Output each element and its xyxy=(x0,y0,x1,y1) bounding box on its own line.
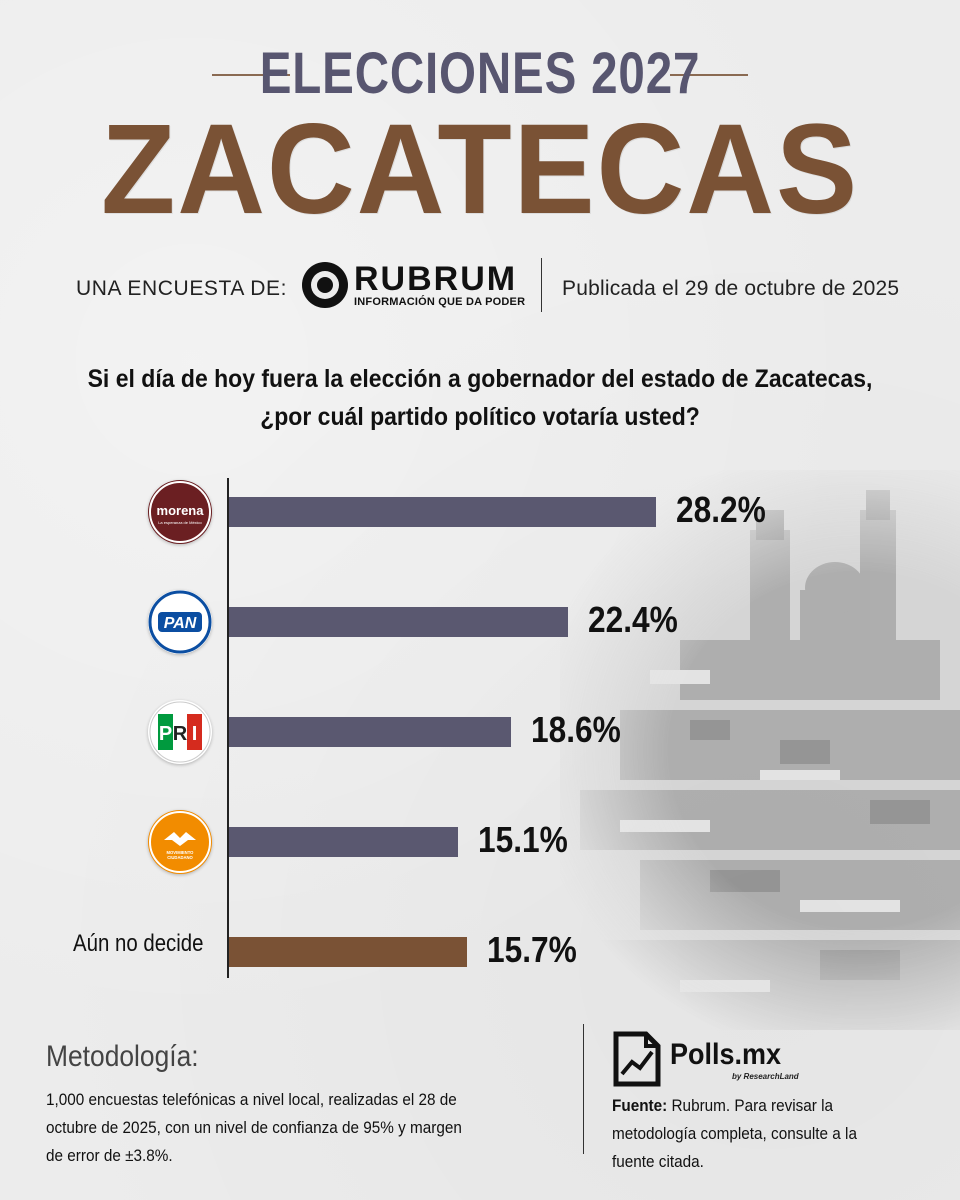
survey-by-label: UNA ENCUESTA DE: xyxy=(76,277,288,300)
value-label-5: 15.7% xyxy=(486,929,577,970)
chart-axis xyxy=(227,478,229,978)
svg-text:I: I xyxy=(192,723,198,745)
city-background-image xyxy=(560,470,960,1030)
svg-text:P: P xyxy=(159,723,172,745)
methodology-title: Metodología: xyxy=(46,1040,199,1073)
polls-mx-subtitle: by ResearchLand xyxy=(732,1072,799,1081)
question-line-1: Si el día de hoy fuera la elección a gob… xyxy=(87,365,873,393)
value-label-2: 22.4% xyxy=(588,599,679,640)
morena-logo-icon: morena La esperanza de México xyxy=(148,480,212,544)
published-date: Publicada el 29 de octubre de 2025 xyxy=(562,277,900,300)
survey-question: Si el día de hoy fuera la elección a gob… xyxy=(38,360,921,436)
bar-1 xyxy=(229,497,657,527)
svg-text:CIUDADANO: CIUDADANO xyxy=(167,855,193,860)
pan-logo-icon: PAN xyxy=(148,590,212,654)
header: ELECCIONES 2027 ZACATECAS UNA ENCUESTA D… xyxy=(0,0,960,320)
title-rule-right xyxy=(670,74,748,76)
bar-4 xyxy=(229,827,458,857)
title-rule-left xyxy=(212,74,290,76)
value-label-4: 15.1% xyxy=(477,819,568,860)
question-line-2: ¿por cuál partido político votaría usted… xyxy=(260,403,700,431)
svg-text:MOVIMIENTO: MOVIMIENTO xyxy=(167,850,195,855)
polls-chart-icon xyxy=(613,1031,661,1087)
rubrum-logo: RUBRUM INFORMACIÓN QUE DA PODER xyxy=(300,260,535,312)
methodology-text: 1,000 encuestas telefónicas a nivel loca… xyxy=(46,1090,462,1165)
supertitle: ELECCIONES 2027 xyxy=(259,41,701,106)
polls-mx-name: Polls.mx xyxy=(670,1038,782,1071)
polls-mx-logo: Polls.mx by ResearchLand xyxy=(612,1028,862,1092)
mc-logo-icon: MOVIMIENTO CIUDADANO xyxy=(148,810,212,874)
rubrum-circle-icon xyxy=(302,262,348,308)
source-label: Fuente: xyxy=(612,1096,668,1115)
rubrum-tagline: INFORMACIÓN QUE DA PODER xyxy=(354,296,526,308)
divider xyxy=(541,258,542,312)
rubrum-name: RUBRUM xyxy=(354,260,518,298)
svg-text:morena: morena xyxy=(157,503,205,518)
source-note: Fuente: Rubrum. Para revisar la metodolo… xyxy=(612,1092,882,1176)
svg-text:PAN: PAN xyxy=(164,615,197,632)
svg-text:La esperanza de México: La esperanza de México xyxy=(158,520,202,525)
bar-5 xyxy=(229,937,467,967)
source-text: Rubrum. Para revisar la metodología comp… xyxy=(612,1096,857,1171)
value-label-1: 28.2% xyxy=(676,489,767,530)
bar-chart: morena La esperanza de México PAN P R I … xyxy=(0,470,960,990)
bar-2 xyxy=(229,607,569,637)
svg-text:R: R xyxy=(173,723,188,745)
bar-3 xyxy=(229,717,511,747)
source-row: UNA ENCUESTA DE: RUBRUM INFORMACIÓN QUE … xyxy=(0,258,960,314)
pri-logo-icon: P R I xyxy=(148,700,212,764)
category-label-undecided: Aún no decide xyxy=(72,930,203,957)
page-title: ZACATECAS xyxy=(101,98,859,241)
value-label-3: 18.6% xyxy=(530,709,621,750)
footer-divider xyxy=(583,1024,584,1154)
